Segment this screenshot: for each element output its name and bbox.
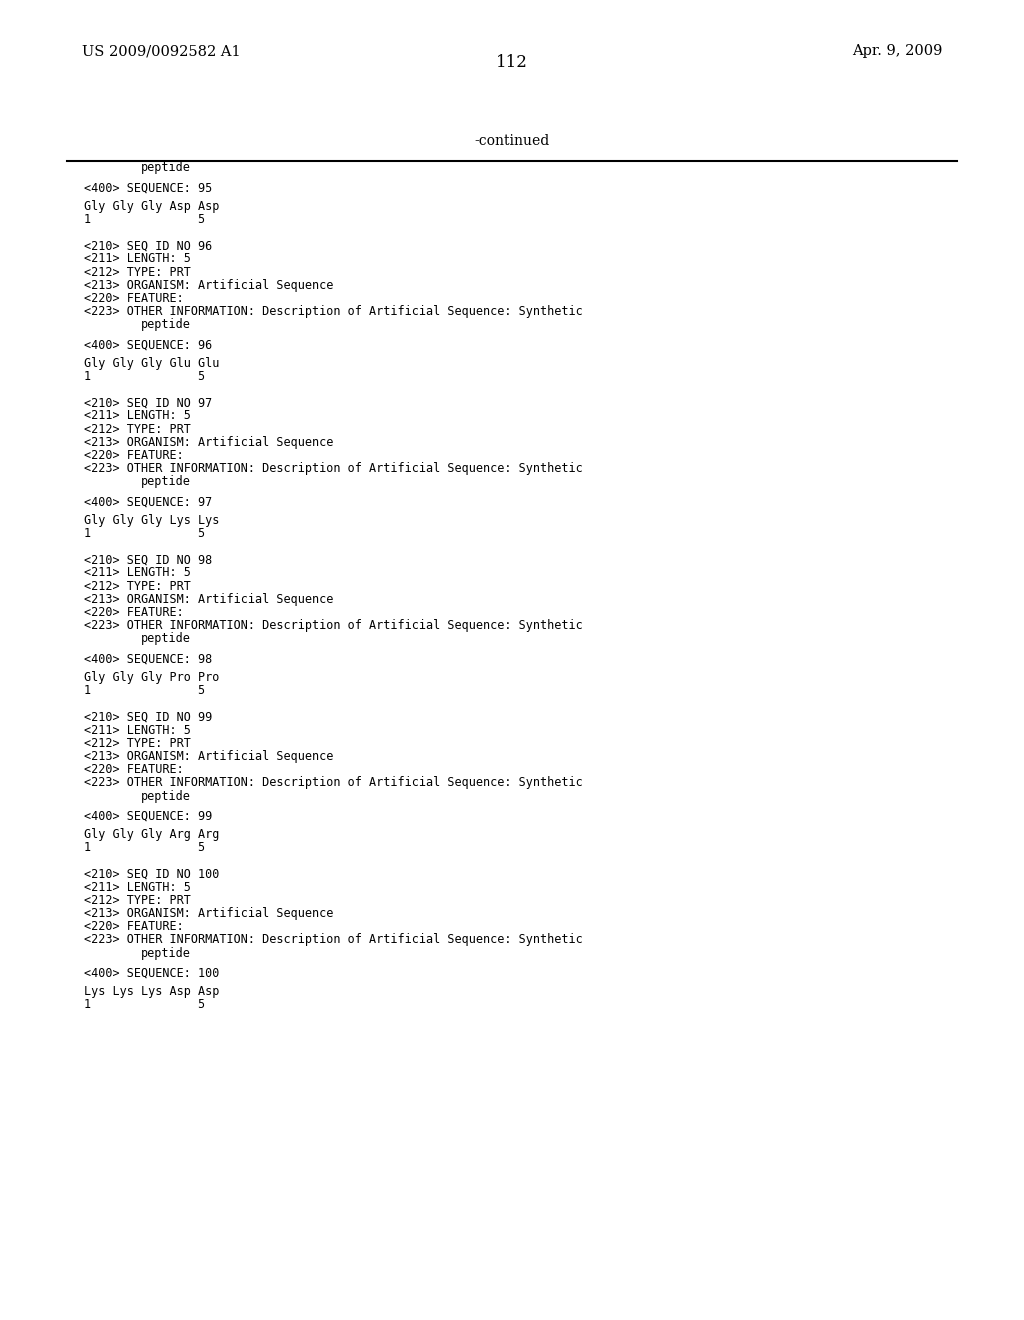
Text: <220> FEATURE:: <220> FEATURE: <box>84 920 183 933</box>
Text: Apr. 9, 2009: Apr. 9, 2009 <box>852 44 942 58</box>
Text: <213> ORGANISM: Artificial Sequence: <213> ORGANISM: Artificial Sequence <box>84 279 334 292</box>
Text: <220> FEATURE:: <220> FEATURE: <box>84 449 183 462</box>
Text: <220> FEATURE:: <220> FEATURE: <box>84 292 183 305</box>
Text: <400> SEQUENCE: 100: <400> SEQUENCE: 100 <box>84 966 219 979</box>
Text: <400> SEQUENCE: 96: <400> SEQUENCE: 96 <box>84 338 212 351</box>
Text: <211> LENGTH: 5: <211> LENGTH: 5 <box>84 252 190 265</box>
Text: <223> OTHER INFORMATION: Description of Artificial Sequence: Synthetic: <223> OTHER INFORMATION: Description of … <box>84 462 583 475</box>
Text: -continued: -continued <box>474 133 550 148</box>
Text: <400> SEQUENCE: 98: <400> SEQUENCE: 98 <box>84 652 212 665</box>
Text: peptide: peptide <box>141 475 191 488</box>
Text: Gly Gly Gly Lys Lys: Gly Gly Gly Lys Lys <box>84 513 219 527</box>
Text: <210> SEQ ID NO 97: <210> SEQ ID NO 97 <box>84 396 212 409</box>
Text: <213> ORGANISM: Artificial Sequence: <213> ORGANISM: Artificial Sequence <box>84 907 334 920</box>
Text: <211> LENGTH: 5: <211> LENGTH: 5 <box>84 723 190 737</box>
Text: peptide: peptide <box>141 789 191 803</box>
Text: 1               5: 1 5 <box>84 370 205 383</box>
Text: Gly Gly Gly Pro Pro: Gly Gly Gly Pro Pro <box>84 671 219 684</box>
Text: <223> OTHER INFORMATION: Description of Artificial Sequence: Synthetic: <223> OTHER INFORMATION: Description of … <box>84 305 583 318</box>
Text: peptide: peptide <box>141 946 191 960</box>
Text: <220> FEATURE:: <220> FEATURE: <box>84 763 183 776</box>
Text: Gly Gly Gly Asp Asp: Gly Gly Gly Asp Asp <box>84 199 219 213</box>
Text: <211> LENGTH: 5: <211> LENGTH: 5 <box>84 566 190 579</box>
Text: <210> SEQ ID NO 100: <210> SEQ ID NO 100 <box>84 867 219 880</box>
Text: <223> OTHER INFORMATION: Description of Artificial Sequence: Synthetic: <223> OTHER INFORMATION: Description of … <box>84 933 583 946</box>
Text: 1               5: 1 5 <box>84 527 205 540</box>
Text: <212> TYPE: PRT: <212> TYPE: PRT <box>84 894 190 907</box>
Text: <223> OTHER INFORMATION: Description of Artificial Sequence: Synthetic: <223> OTHER INFORMATION: Description of … <box>84 776 583 789</box>
Text: <220> FEATURE:: <220> FEATURE: <box>84 606 183 619</box>
Text: <210> SEQ ID NO 99: <210> SEQ ID NO 99 <box>84 710 212 723</box>
Text: <213> ORGANISM: Artificial Sequence: <213> ORGANISM: Artificial Sequence <box>84 593 334 606</box>
Text: <213> ORGANISM: Artificial Sequence: <213> ORGANISM: Artificial Sequence <box>84 750 334 763</box>
Text: peptide: peptide <box>141 318 191 331</box>
Text: Gly Gly Gly Arg Arg: Gly Gly Gly Arg Arg <box>84 828 219 841</box>
Text: <213> ORGANISM: Artificial Sequence: <213> ORGANISM: Artificial Sequence <box>84 436 334 449</box>
Text: <212> TYPE: PRT: <212> TYPE: PRT <box>84 265 190 279</box>
Text: peptide: peptide <box>141 161 191 174</box>
Text: <210> SEQ ID NO 98: <210> SEQ ID NO 98 <box>84 553 212 566</box>
Text: <212> TYPE: PRT: <212> TYPE: PRT <box>84 579 190 593</box>
Text: 1               5: 1 5 <box>84 684 205 697</box>
Text: peptide: peptide <box>141 632 191 645</box>
Text: <212> TYPE: PRT: <212> TYPE: PRT <box>84 737 190 750</box>
Text: Lys Lys Lys Asp Asp: Lys Lys Lys Asp Asp <box>84 985 219 998</box>
Text: <223> OTHER INFORMATION: Description of Artificial Sequence: Synthetic: <223> OTHER INFORMATION: Description of … <box>84 619 583 632</box>
Text: 1               5: 1 5 <box>84 998 205 1011</box>
Text: <211> LENGTH: 5: <211> LENGTH: 5 <box>84 409 190 422</box>
Text: Gly Gly Gly Glu Glu: Gly Gly Gly Glu Glu <box>84 356 219 370</box>
Text: 1               5: 1 5 <box>84 841 205 854</box>
Text: <400> SEQUENCE: 97: <400> SEQUENCE: 97 <box>84 495 212 508</box>
Text: <210> SEQ ID NO 96: <210> SEQ ID NO 96 <box>84 239 212 252</box>
Text: US 2009/0092582 A1: US 2009/0092582 A1 <box>82 44 241 58</box>
Text: <400> SEQUENCE: 99: <400> SEQUENCE: 99 <box>84 809 212 822</box>
Text: 1               5: 1 5 <box>84 213 205 226</box>
Text: <211> LENGTH: 5: <211> LENGTH: 5 <box>84 880 190 894</box>
Text: <212> TYPE: PRT: <212> TYPE: PRT <box>84 422 190 436</box>
Text: <400> SEQUENCE: 95: <400> SEQUENCE: 95 <box>84 181 212 194</box>
Text: 112: 112 <box>496 54 528 71</box>
